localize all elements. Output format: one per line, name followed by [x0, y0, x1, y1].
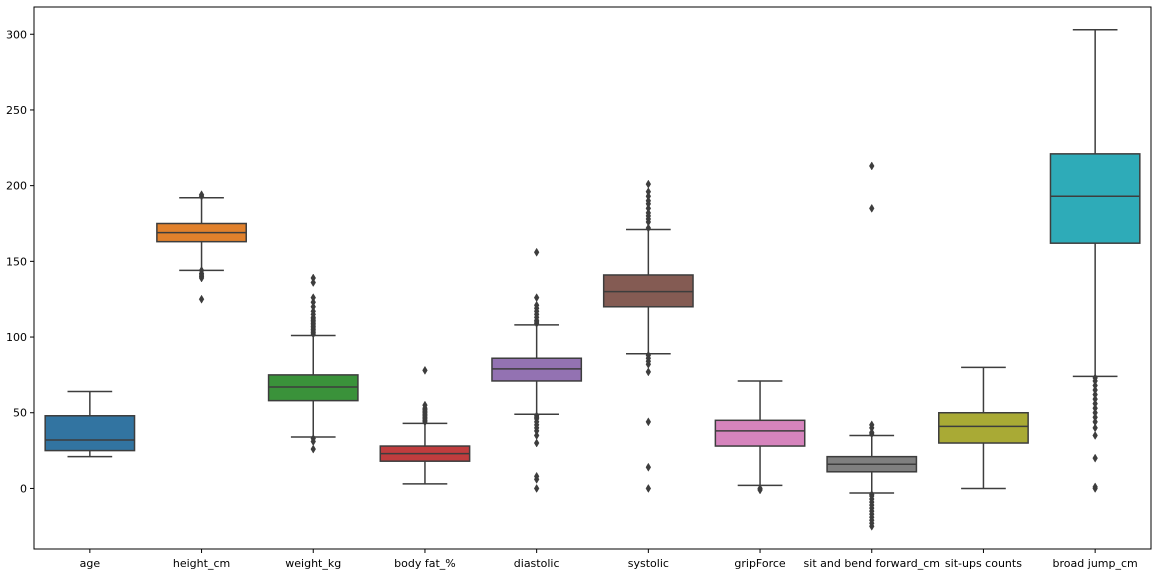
plot-frame [33, 6, 1152, 550]
box-series [1049, 28, 1141, 493]
box-series [379, 365, 471, 485]
box-iqr [267, 374, 359, 402]
outlier-point [1092, 390, 1098, 400]
outlier-point [1092, 385, 1098, 395]
outlier-point [1092, 417, 1098, 427]
outlier-point [1092, 373, 1098, 383]
y-tick-label: 0 [20, 482, 27, 495]
outlier-point [310, 306, 316, 316]
outlier-point [198, 190, 205, 200]
outlier-point [645, 187, 652, 197]
outlier-point [1092, 453, 1098, 463]
outlier-point [533, 247, 540, 257]
outlier-point [645, 417, 652, 427]
outlier-point [533, 438, 540, 448]
outlier-point [1092, 423, 1098, 433]
x-axis: age height_cm weight_kg body fat_% diastolic… [80, 549, 1138, 570]
box-series [156, 190, 247, 304]
box-series [938, 366, 1029, 490]
outlier-point [533, 411, 540, 421]
outlier-point [533, 300, 540, 310]
box-series [491, 247, 583, 493]
outlier-point [1092, 381, 1098, 390]
outlier-point [310, 297, 316, 307]
outlier-point [422, 365, 428, 375]
outlier-point [1092, 482, 1098, 492]
box-series [826, 161, 918, 531]
outlier-point [422, 400, 428, 410]
outlier-point [869, 203, 875, 213]
x-tick-label: gripForce [734, 557, 786, 570]
outlier-point [645, 223, 652, 233]
box-iqr [714, 419, 806, 447]
outlier-point [310, 302, 316, 312]
outlier-point [533, 430, 540, 440]
outlier-point [869, 161, 875, 171]
y-tick-label: 50 [13, 407, 27, 420]
outlier-point [533, 293, 540, 303]
outlier-point [645, 208, 652, 218]
x-tick-label: broad jump_cm [1053, 557, 1138, 570]
x-tick-label: sit and bend forward_cm [804, 557, 940, 570]
outlier-point [1092, 403, 1098, 413]
outlier-point [310, 433, 316, 443]
box-series [267, 273, 359, 454]
y-tick-label: 150 [6, 255, 27, 268]
outlier-point [645, 191, 652, 201]
outlier-point [310, 278, 316, 288]
x-tick-label: body fat_% [394, 557, 456, 570]
outlier-point [533, 483, 540, 493]
outlier-point [310, 293, 316, 303]
outlier-point [645, 462, 652, 472]
outlier-point [1092, 408, 1098, 418]
x-tick-label: systolic [628, 557, 669, 570]
box-iqr [938, 411, 1029, 444]
box-iqr [491, 357, 583, 382]
x-tick-label: weight_kg [285, 557, 341, 570]
y-tick-label: 300 [6, 28, 27, 41]
outlier-point [645, 350, 652, 360]
outlier-point [1092, 430, 1098, 440]
outlier-point [1092, 399, 1098, 409]
x-tick-label: age [80, 557, 101, 570]
x-tick-label: sit-ups counts [945, 557, 1022, 570]
x-tick-label: height_cm [173, 557, 230, 570]
outlier-point [310, 273, 316, 283]
box-series [714, 380, 806, 495]
outlier-point [869, 490, 875, 499]
y-tick-label: 100 [6, 331, 27, 344]
outlier-point [310, 444, 316, 454]
outlier-point [198, 265, 205, 275]
outlier-point [533, 471, 540, 481]
outlier-point [645, 179, 652, 189]
outlier-point [869, 427, 875, 437]
outlier-point [1092, 394, 1098, 404]
outlier-point [198, 294, 205, 304]
y-tick-label: 250 [6, 104, 27, 117]
box-iqr [1049, 153, 1141, 244]
outlier-point [869, 420, 875, 430]
x-tick-label: diastolic [514, 557, 560, 570]
box-iqr [602, 274, 694, 308]
box-iqr [44, 415, 136, 452]
outlier-point [645, 483, 652, 493]
outlier-point [1092, 412, 1098, 422]
box-series [44, 390, 136, 458]
y-tick-label: 200 [6, 180, 27, 193]
box-group [44, 28, 1141, 531]
box-series [602, 179, 694, 493]
y-axis: 0 50 100 150 200 250 300 [6, 28, 34, 495]
outlier-point [645, 367, 652, 377]
outlier-point [645, 203, 652, 213]
outlier-point [645, 196, 652, 206]
outlier-point [757, 483, 763, 493]
